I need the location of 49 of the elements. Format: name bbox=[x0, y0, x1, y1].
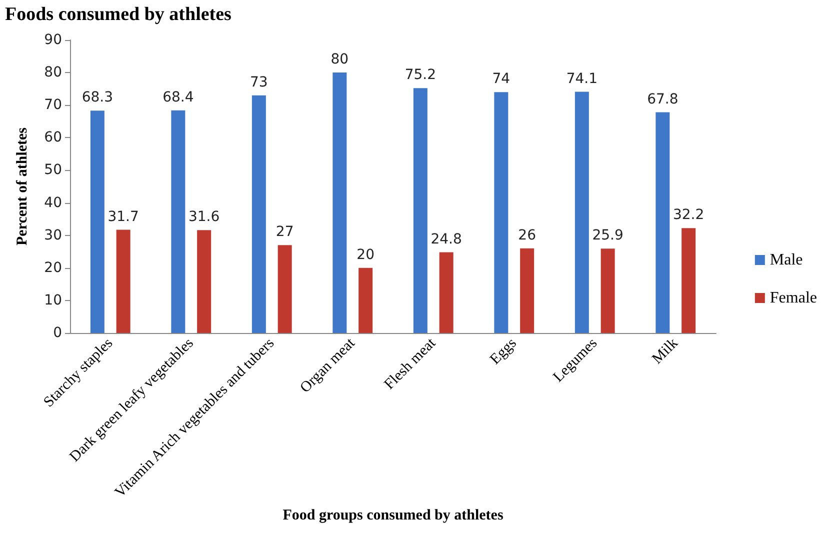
bar bbox=[494, 92, 508, 333]
y-tick-label: 30 bbox=[44, 227, 62, 244]
bar bbox=[116, 230, 130, 333]
bar bbox=[682, 228, 696, 333]
y-tick-label: 80 bbox=[44, 64, 62, 81]
bar bbox=[358, 268, 373, 333]
x-tick-label: Eggs bbox=[487, 335, 520, 368]
data-label: 24.8 bbox=[430, 231, 462, 248]
y-axis-title: Percent of athletes bbox=[14, 127, 30, 246]
chart-title: Foods consumed by athletes bbox=[5, 4, 232, 25]
y-tick-label: 40 bbox=[44, 194, 62, 211]
data-label: 75.2 bbox=[404, 67, 436, 84]
bar bbox=[278, 245, 292, 333]
y-tick-label: 90 bbox=[44, 32, 62, 48]
y-tick-label: 60 bbox=[44, 130, 62, 146]
data-label: 74 bbox=[492, 71, 510, 88]
bar bbox=[332, 72, 347, 333]
y-tick-label: 20 bbox=[44, 260, 62, 276]
data-label: 27 bbox=[276, 224, 294, 240]
data-label: 80 bbox=[330, 52, 349, 68]
bar bbox=[413, 88, 428, 333]
data-label: 26 bbox=[518, 227, 536, 244]
data-label: 68.3 bbox=[82, 90, 114, 106]
data-label: 31.7 bbox=[108, 208, 139, 225]
bar bbox=[600, 248, 615, 333]
data-label: 68.4 bbox=[162, 89, 194, 106]
data-label: 74.1 bbox=[566, 70, 598, 87]
bar bbox=[90, 110, 104, 333]
y-tick-label: 50 bbox=[44, 162, 62, 178]
bar bbox=[520, 248, 534, 333]
bar bbox=[197, 230, 212, 333]
bar bbox=[252, 95, 266, 333]
data-label: 67.8 bbox=[647, 91, 678, 108]
x-tick-label: Milk bbox=[649, 334, 682, 368]
bar bbox=[171, 110, 186, 333]
data-label: 73 bbox=[250, 74, 268, 90]
x-axis-title: Food groups consumed by athletes bbox=[282, 508, 504, 524]
data-label: 20 bbox=[356, 246, 374, 263]
bar bbox=[439, 252, 454, 333]
data-label: 32.2 bbox=[672, 207, 704, 224]
bar bbox=[574, 92, 589, 333]
data-label: 31.6 bbox=[188, 209, 220, 226]
y-tick-label: 10 bbox=[44, 292, 62, 308]
data-label: 25.9 bbox=[592, 228, 624, 244]
legend-label: Male bbox=[770, 252, 803, 268]
y-tick-label: 0 bbox=[53, 325, 62, 341]
y-tick-label: 70 bbox=[44, 97, 62, 114]
legend-label: Female bbox=[770, 290, 817, 306]
bar bbox=[656, 112, 670, 333]
